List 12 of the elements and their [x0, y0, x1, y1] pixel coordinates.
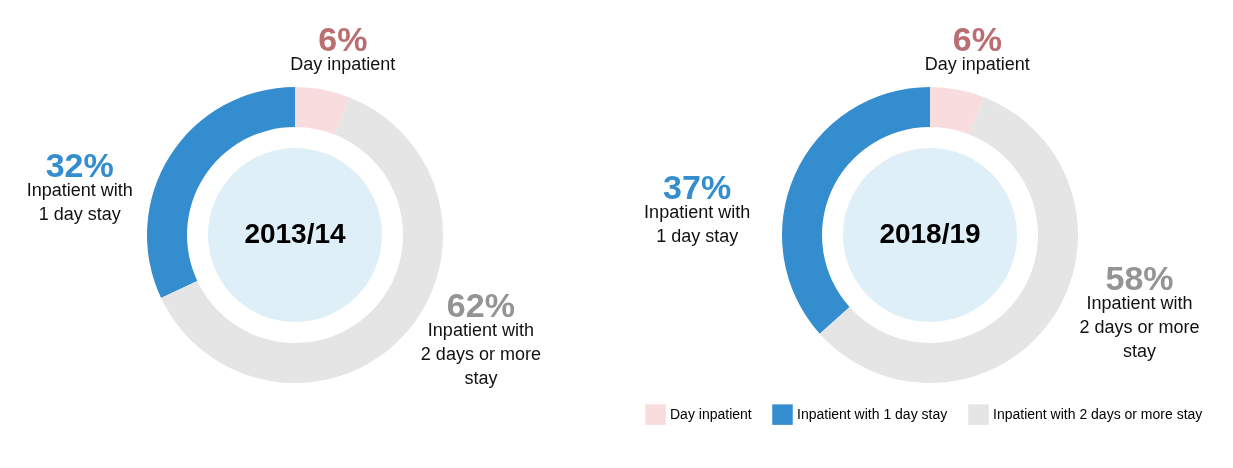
text: 2013/14	[244, 218, 347, 249]
donut-slice	[295, 87, 350, 135]
slice-label: Day inpatient	[924, 54, 1030, 75]
donut-slice	[819, 97, 1078, 383]
legend-label: Day inpatient	[670, 405, 752, 422]
legend-label: Inpatient with 1 day stay	[797, 405, 948, 422]
slice-label: Inpatient with 2 days or more stay	[1079, 293, 1200, 362]
text: 2018/19	[879, 218, 981, 249]
legend-label: Inpatient with 2 days or more stay	[993, 405, 1203, 422]
slice-label: Inpatient with 1 day stay	[644, 202, 751, 247]
slice-label: Day inpatient	[290, 54, 396, 75]
donut-slice	[930, 87, 984, 135]
